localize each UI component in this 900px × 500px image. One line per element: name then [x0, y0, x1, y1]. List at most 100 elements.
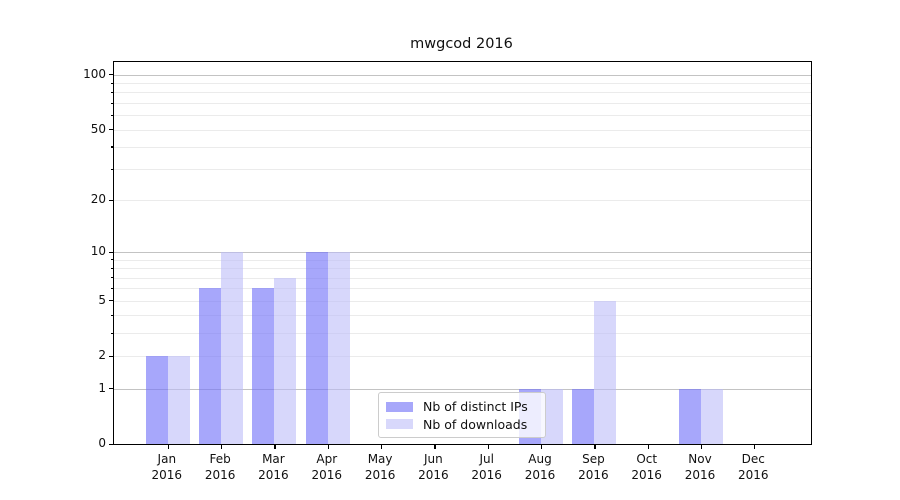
x-tick-label-mar: Mar 2016: [243, 451, 303, 483]
legend-item-downloads: Nb of downloads: [386, 416, 539, 434]
gridline-4: [114, 315, 811, 317]
x-tick-label-year: 2016: [418, 468, 449, 482]
x-tick-label-year: 2016: [311, 468, 343, 482]
x-tick-label-month: Jul: [479, 452, 494, 466]
x-tick-may: [381, 444, 383, 449]
gridline-100: [114, 74, 811, 76]
y-tick-label-0: 0: [98, 436, 106, 450]
x-tick-label-month: Feb: [209, 452, 231, 466]
x-tick-label-year: 2016: [684, 468, 716, 482]
y-tick-100: [109, 74, 114, 76]
y-minor-tick-9: [111, 259, 114, 261]
x-tick-label-month: Mar: [262, 452, 285, 466]
bar-ips-jan: [145, 356, 168, 444]
x-tick-dec: [754, 444, 756, 449]
x-tick-apr: [327, 444, 329, 449]
x-tick-nov: [701, 444, 703, 449]
bar-ips-mar: [252, 288, 275, 444]
gridline-60: [114, 115, 811, 117]
bar-ips-feb: [199, 288, 222, 444]
bar-downloads-feb: [221, 252, 244, 444]
gridline-80: [114, 92, 811, 94]
x-tick-label-jun: Jun 2016: [403, 451, 463, 483]
gridline-70: [114, 103, 811, 104]
legend-label: Nb of distinct IPs: [423, 399, 528, 415]
x-tick-label-month: Dec: [741, 452, 765, 466]
y-tick-20: [109, 199, 114, 202]
y-tick-label-20: 20: [90, 192, 106, 207]
gridline-8: [114, 268, 811, 270]
x-tick-oct: [647, 444, 649, 449]
gridline-9: [114, 259, 811, 261]
x-tick-label-apr: Apr 2016: [297, 451, 357, 483]
y-minor-tick-6: [111, 287, 114, 289]
y-minor-tick-40: [111, 146, 114, 148]
y-minor-tick-90: [111, 82, 114, 84]
gridline-90: [114, 83, 811, 85]
y-tick-label-100: 100: [83, 66, 106, 81]
y-tick-1: [109, 388, 114, 390]
gridline-3: [114, 333, 811, 335]
bar-ips-sep: [572, 388, 595, 444]
x-tick-jan: [167, 444, 169, 449]
x-tick-label-month: Apr: [316, 452, 338, 466]
x-tick-label-may: May 2016: [350, 451, 410, 483]
x-tick-label-feb: Feb 2016: [190, 451, 250, 483]
x-tick-label-year: 2016: [364, 468, 396, 482]
x-tick-label-aug: Aug 2016: [510, 451, 570, 483]
x-tick-label-sep: Sep 2016: [563, 451, 623, 483]
x-tick-jun: [434, 444, 436, 449]
bar-ips-apr: [305, 252, 328, 444]
x-tick-label-dec: Dec 2016: [723, 451, 783, 483]
y-tick-label-50: 50: [90, 121, 106, 136]
y-tick-label-2: 2: [98, 348, 106, 363]
gridline-10: [114, 252, 811, 254]
x-tick-label-month: Jun: [424, 452, 443, 466]
x-tick-label-jul: Jul 2016: [457, 451, 517, 483]
y-minor-tick-30: [111, 168, 114, 170]
y-tick-label-5: 5: [98, 292, 106, 307]
y-minor-tick-60: [111, 114, 114, 116]
x-tick-label-oct: Oct 2016: [617, 451, 677, 483]
x-tick-label-year: 2016: [738, 468, 769, 482]
gridline-5: [114, 300, 811, 302]
y-tick-50: [109, 129, 114, 131]
x-tick-label-year: 2016: [578, 468, 609, 482]
x-tick-label-month: Sep: [582, 452, 605, 466]
x-tick-label-year: 2016: [258, 468, 289, 482]
gridline-30: [114, 169, 811, 171]
gridline-50: [114, 129, 811, 131]
legend-swatch-distinct-ips: [386, 401, 413, 412]
gridline-20: [114, 200, 811, 202]
y-minor-tick-7: [111, 277, 114, 279]
x-tick-label-jan: Jan 2016: [137, 451, 197, 483]
x-tick-label-month: Nov: [688, 452, 712, 466]
x-tick-label-month: Oct: [636, 452, 658, 466]
x-tick-label-month: Jan: [157, 452, 177, 466]
x-tick-label-month: May: [367, 452, 393, 466]
gridline-7: [114, 277, 811, 279]
gridline-1: [114, 388, 811, 390]
gridline-2: [114, 356, 811, 358]
x-tick-label-nov: Nov 2016: [670, 451, 730, 483]
y-minor-tick-3: [111, 332, 114, 334]
gridline-6: [114, 288, 811, 290]
y-minor-tick-8: [111, 267, 114, 269]
x-tick-aug: [541, 444, 543, 449]
y-tick-0: [109, 443, 114, 445]
bar-downloads-mar: [274, 277, 297, 444]
x-tick-label-year: 2016: [471, 468, 502, 482]
chart-title: mwgcod 2016: [410, 36, 513, 52]
x-tick-label-year: 2016: [151, 468, 183, 482]
x-tick-label-year: 2016: [631, 468, 662, 482]
legend-item-distinct-ips: Nb of distinct IPs: [386, 398, 539, 416]
y-minor-tick-4: [111, 314, 114, 316]
x-tick-jul: [487, 444, 489, 449]
bar-downloads-aug: [541, 388, 563, 444]
legend-swatch-downloads: [386, 419, 413, 430]
x-tick-label-year: 2016: [204, 468, 236, 482]
y-tick-2: [109, 355, 114, 357]
y-tick-label-10: 10: [90, 244, 106, 259]
bar-ips-nov: [679, 388, 701, 444]
